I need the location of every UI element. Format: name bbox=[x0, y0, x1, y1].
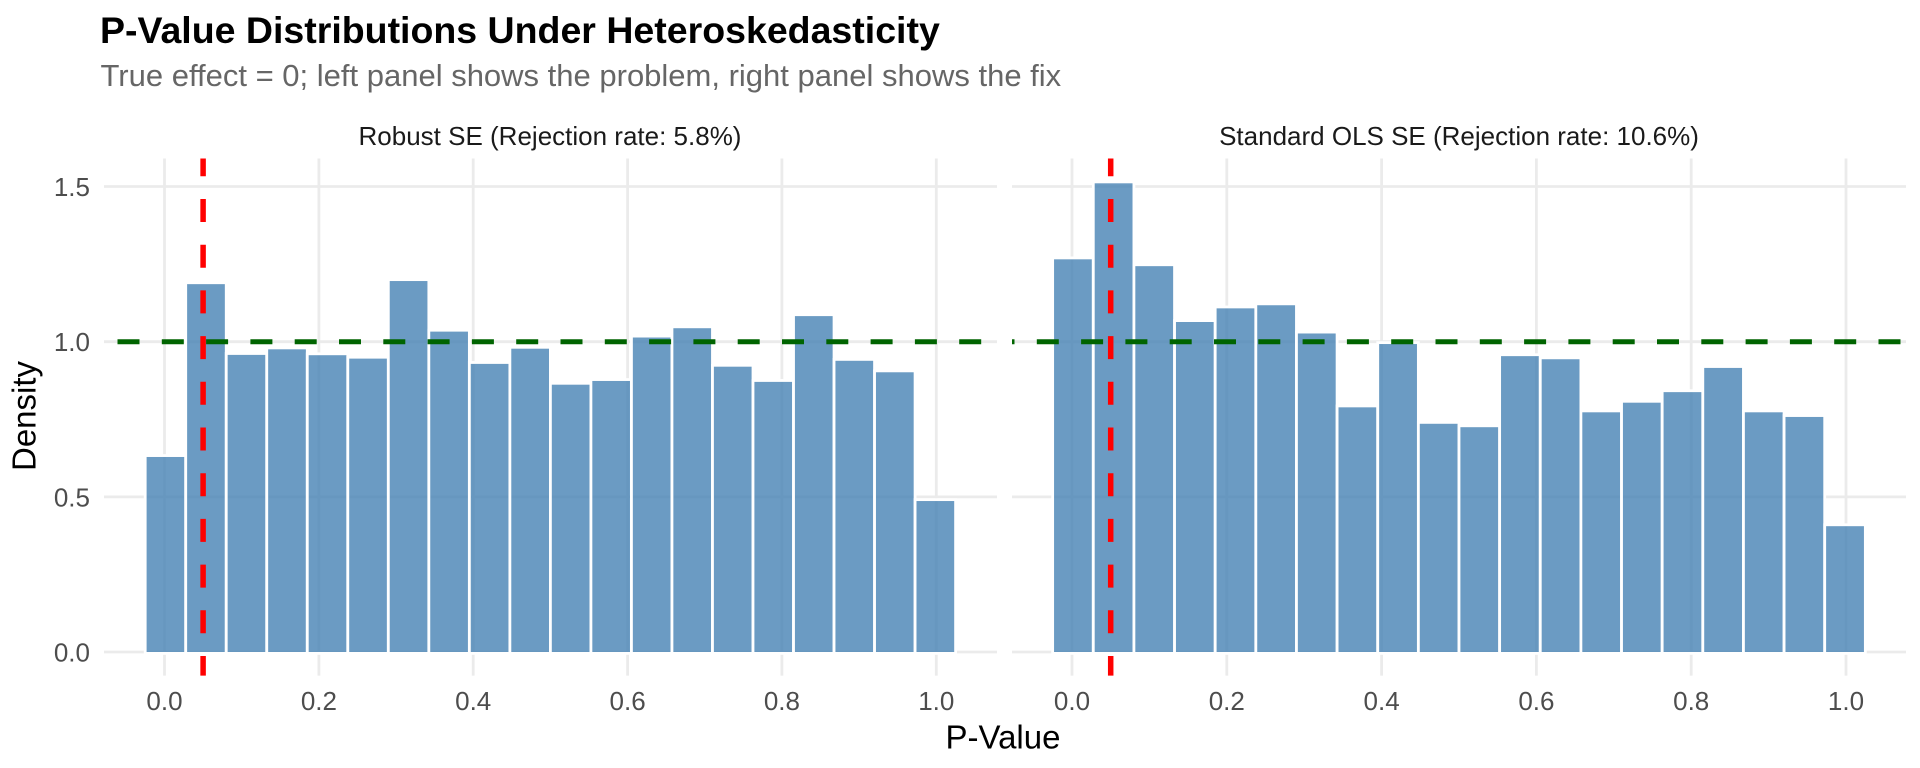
svg-text:Density: Density bbox=[6, 360, 43, 471]
svg-text:1.0: 1.0 bbox=[54, 327, 90, 357]
svg-text:1.0: 1.0 bbox=[1828, 686, 1864, 716]
svg-text:P-Value: P-Value bbox=[946, 719, 1061, 756]
svg-text:Standard OLS SE (Rejection rat: Standard OLS SE (Rejection rate: 10.6%) bbox=[1219, 121, 1699, 151]
svg-text:1.0: 1.0 bbox=[918, 686, 954, 716]
svg-text:0.2: 0.2 bbox=[301, 686, 337, 716]
svg-text:0.4: 0.4 bbox=[1364, 686, 1400, 716]
svg-text:0.0: 0.0 bbox=[54, 638, 90, 668]
svg-text:0.0: 0.0 bbox=[146, 686, 182, 716]
svg-text:0.6: 0.6 bbox=[1518, 686, 1554, 716]
svg-text:0.4: 0.4 bbox=[455, 686, 491, 716]
svg-text:0.8: 0.8 bbox=[1673, 686, 1709, 716]
svg-text:Robust SE (Rejection rate: 5.8: Robust SE (Rejection rate: 5.8%) bbox=[359, 121, 742, 151]
svg-text:P-Value Distributions Under He: P-Value Distributions Under Heteroskedas… bbox=[100, 9, 940, 51]
svg-text:1.5: 1.5 bbox=[54, 172, 90, 202]
svg-text:0.6: 0.6 bbox=[610, 686, 646, 716]
svg-text:0.2: 0.2 bbox=[1209, 686, 1245, 716]
svg-text:0.5: 0.5 bbox=[54, 482, 90, 512]
svg-text:0.8: 0.8 bbox=[764, 686, 800, 716]
svg-text:True effect = 0; left panel sh: True effect = 0; left panel shows the pr… bbox=[101, 58, 1062, 93]
svg-text:0.0: 0.0 bbox=[1054, 686, 1090, 716]
